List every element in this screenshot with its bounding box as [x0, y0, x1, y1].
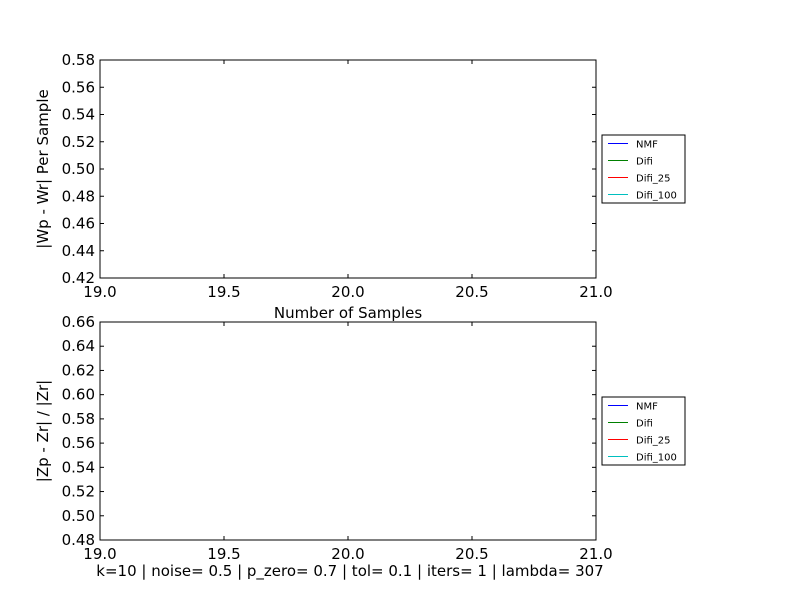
- chart2-legend: [601, 396, 686, 466]
- chart1-y-tick-label: 0.50: [62, 160, 95, 178]
- chart1-y-tick-label: 0.46: [62, 215, 95, 233]
- chart2-y-tick-label: 0.66: [62, 313, 95, 331]
- chart2-legend-label: NMF: [636, 402, 658, 413]
- chart1-y-tick-label: 0.48: [62, 187, 95, 205]
- chart2-y-tick-label: 0.52: [62, 483, 95, 501]
- chart1-legend-label: Difi: [636, 157, 653, 168]
- chart1-y-axis-label: |Wp - Wr| Per Sample: [34, 89, 52, 248]
- chart1-x-tick-label: 20.0: [331, 283, 364, 301]
- chart2-x-tick-label: 20.5: [455, 545, 488, 563]
- chart2-y-tick-label: 0.60: [62, 386, 95, 404]
- parameters-caption: k=10 | noise= 0.5 | p_zero= 0.7 | tol= 0…: [96, 562, 604, 580]
- chart1-legend-label: Difi_100: [636, 191, 677, 202]
- chart2-legend-label: Difi_25: [636, 436, 671, 447]
- chart1-legend-label: NMF: [636, 140, 658, 151]
- chart2-y-tick-label: 0.58: [62, 410, 95, 428]
- chart2-x-tick-label: 21.0: [579, 545, 612, 563]
- chart1-y-tick-label: 0.42: [62, 269, 95, 287]
- chart1-x-tick-label: 20.5: [455, 283, 488, 301]
- chart2-y-tick-label: 0.64: [62, 337, 95, 355]
- chart1-legend: [601, 134, 686, 204]
- chart1-y-tick-label: 0.56: [62, 78, 95, 96]
- chart1-y-tick-label: 0.52: [62, 133, 95, 151]
- chart2-y-tick-label: 0.56: [62, 434, 95, 452]
- chart2-legend-label: Difi: [636, 419, 653, 430]
- chart2-legend-label: Difi_100: [636, 453, 677, 464]
- chart2-y-tick-label: 0.50: [62, 507, 95, 525]
- chart1-axes-frame: [99, 59, 597, 279]
- chart2-y-tick-label: 0.54: [62, 458, 95, 476]
- chart1-y-tick-label: 0.58: [62, 51, 95, 69]
- chart1-legend-label: Difi_25: [636, 174, 671, 185]
- chart1-x-tick-label: 21.0: [579, 283, 612, 301]
- chart2-y-tick-label: 0.62: [62, 361, 95, 379]
- chart2-x-tick-label: 19.5: [207, 545, 240, 563]
- chart1-x-axis-label: Number of Samples: [274, 304, 422, 322]
- chart1-x-tick-label: 19.0: [83, 283, 116, 301]
- chart1-y-tick-label: 0.54: [62, 106, 95, 124]
- chart2-y-tick-label: 0.48: [62, 531, 95, 549]
- chart2-axes-frame: [99, 321, 597, 541]
- chart2-y-axis-label: |Zp - Zr| / |Zr|: [34, 380, 52, 482]
- chart1-x-tick-label: 19.5: [207, 283, 240, 301]
- chart1-y-tick-label: 0.44: [62, 242, 95, 260]
- chart2-x-tick-label: 19.0: [83, 545, 116, 563]
- chart2-x-tick-label: 20.0: [331, 545, 364, 563]
